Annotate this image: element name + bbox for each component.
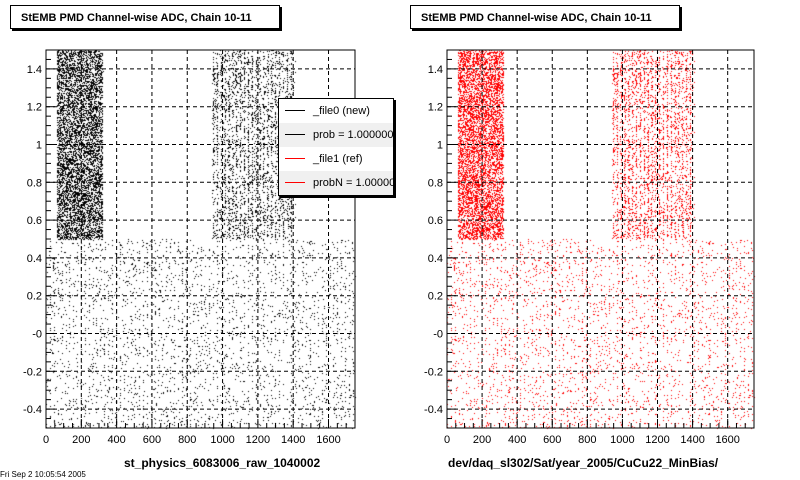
x-tick-label: 600 [143, 434, 161, 446]
legend-entry-prob: prob = 1.000000 [279, 123, 394, 147]
x-tick-label: 0 [43, 434, 49, 446]
x-tick-label: 600 [543, 434, 561, 446]
y-tick-label: 1.2 [428, 102, 443, 114]
y-tick-label: -0 [32, 329, 42, 341]
y-tick-label: 1.4 [428, 64, 443, 76]
x-tick-label: 1600 [316, 434, 340, 446]
x-tick-label: 200 [72, 434, 90, 446]
legend-entry-file0: _file0 (new) [279, 99, 393, 123]
y-tick-label: -0 [433, 329, 443, 341]
y-tick-label: 1 [437, 140, 443, 152]
y-tick-label: 1.4 [27, 64, 42, 76]
y-tick-label: 0.8 [27, 177, 42, 189]
x-tick-label: 800 [578, 434, 596, 446]
chart-title-right: StEMB PMD Channel-wise ADC, Chain 10-11 [410, 5, 680, 29]
x-tick-label: 0 [444, 434, 450, 446]
x-tick-label: 400 [508, 434, 526, 446]
y-tick-label: 1 [36, 140, 42, 152]
legend-label: _file0 (new) [313, 105, 370, 117]
legend-label: probN = 1.000000 [313, 177, 394, 189]
x-axis-label-right: dev/daq_sl302/Sat/year_2005/CuCu22_MinBi… [448, 456, 719, 470]
legend-label: _file1 (ref) [313, 153, 363, 165]
x-tick-label: 1400 [680, 434, 704, 446]
y-tick-label: 0.6 [428, 215, 443, 227]
x-axis-label-left: st_physics_6083006_raw_1040002 [124, 456, 321, 470]
legend-swatch [285, 182, 305, 183]
y-tick-label: 0.8 [428, 177, 443, 189]
y-tick-label: 0.4 [428, 253, 443, 265]
chart-title-left: StEMB PMD Channel-wise ADC, Chain 10-11 [10, 5, 280, 29]
legend-swatch [285, 134, 305, 135]
x-tick-label: 1000 [610, 434, 634, 446]
legend-label: prob = 1.000000 [313, 129, 394, 141]
x-tick-label: 1000 [210, 434, 234, 446]
y-tick-label: 0.2 [428, 291, 443, 303]
y-tick-label: -0.2 [424, 366, 443, 378]
y-tick-label: 1.2 [27, 102, 42, 114]
y-tick-label: -0.2 [23, 366, 42, 378]
x-tick-label: 800 [178, 434, 196, 446]
y-tick-label: 0.4 [27, 253, 42, 265]
legend-entry-file1: _file1 (ref) [279, 147, 393, 171]
y-tick-label: 0.2 [27, 291, 42, 303]
x-tick-label: 1600 [715, 434, 739, 446]
legend-swatch [285, 110, 305, 111]
y-tick-label: -0.4 [23, 404, 42, 416]
x-tick-label: 400 [107, 434, 125, 446]
legend: _file0 (new) prob = 1.000000 _file1 (ref… [278, 98, 394, 196]
legend-swatch [285, 158, 305, 159]
y-tick-label: 0.6 [27, 215, 42, 227]
x-tick-label: 1400 [281, 434, 305, 446]
timestamp: Fri Sep 2 10:05:54 2005 [0, 470, 86, 479]
legend-entry-probn: probN = 1.000000 [279, 171, 394, 195]
y-tick-label: -0.4 [424, 404, 443, 416]
x-tick-label: 1200 [246, 434, 270, 446]
x-tick-label: 1200 [645, 434, 669, 446]
x-tick-label: 200 [473, 434, 491, 446]
